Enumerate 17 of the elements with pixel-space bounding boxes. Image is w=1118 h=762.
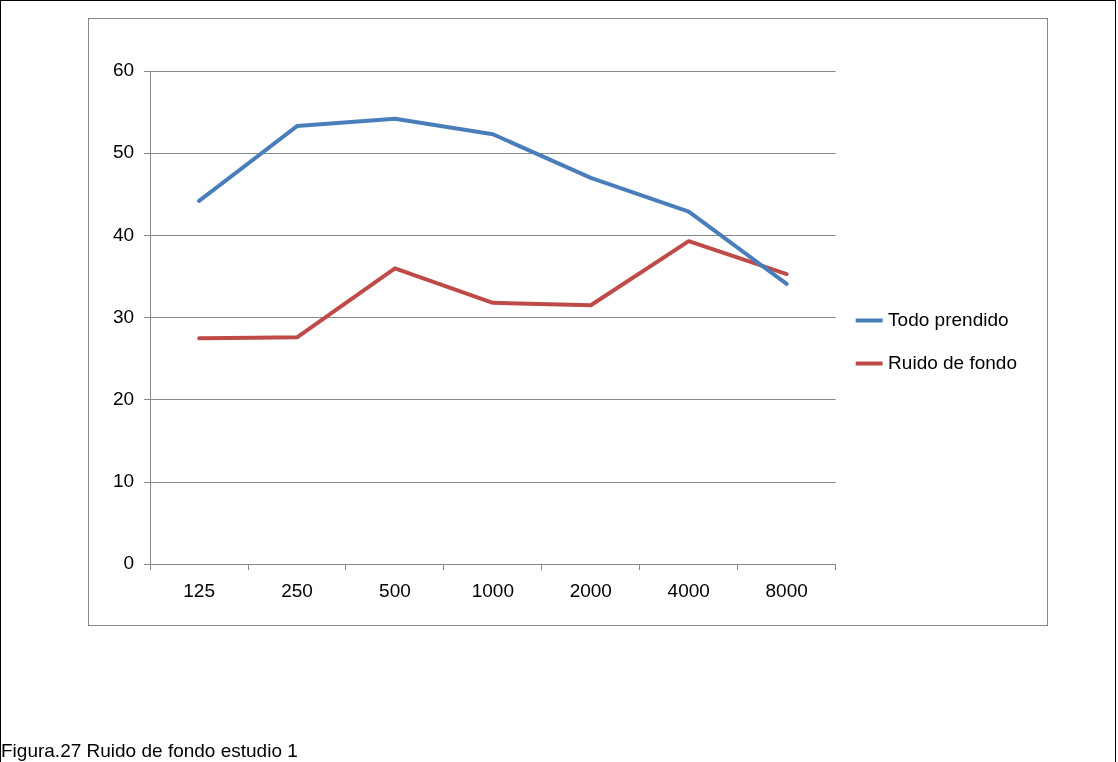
x-tick-label: 250 [281,579,313,601]
x-tick-label: 125 [183,579,215,601]
legend-label: Ruido de fondo [888,351,1018,373]
y-tick-label: 30 [112,305,135,327]
x-tick-label: 4000 [667,579,710,601]
x-tick-label: 1000 [471,579,515,601]
text: Figura.27 Ruido de fondo estudio 1 [1,740,298,762]
x-tick-label: 2000 [569,579,612,601]
x-tick-label: 500 [379,579,411,601]
y-tick-label: 20 [112,388,135,410]
y-tick-label: 0 [123,552,135,574]
legend-label: Todo prendido [888,308,1009,330]
x-tick-label: 8000 [765,579,808,601]
y-tick-label: 60 [112,59,135,81]
y-tick-label: 40 [112,223,135,245]
y-tick-label: 50 [112,141,135,163]
y-tick-label: 10 [112,470,135,492]
